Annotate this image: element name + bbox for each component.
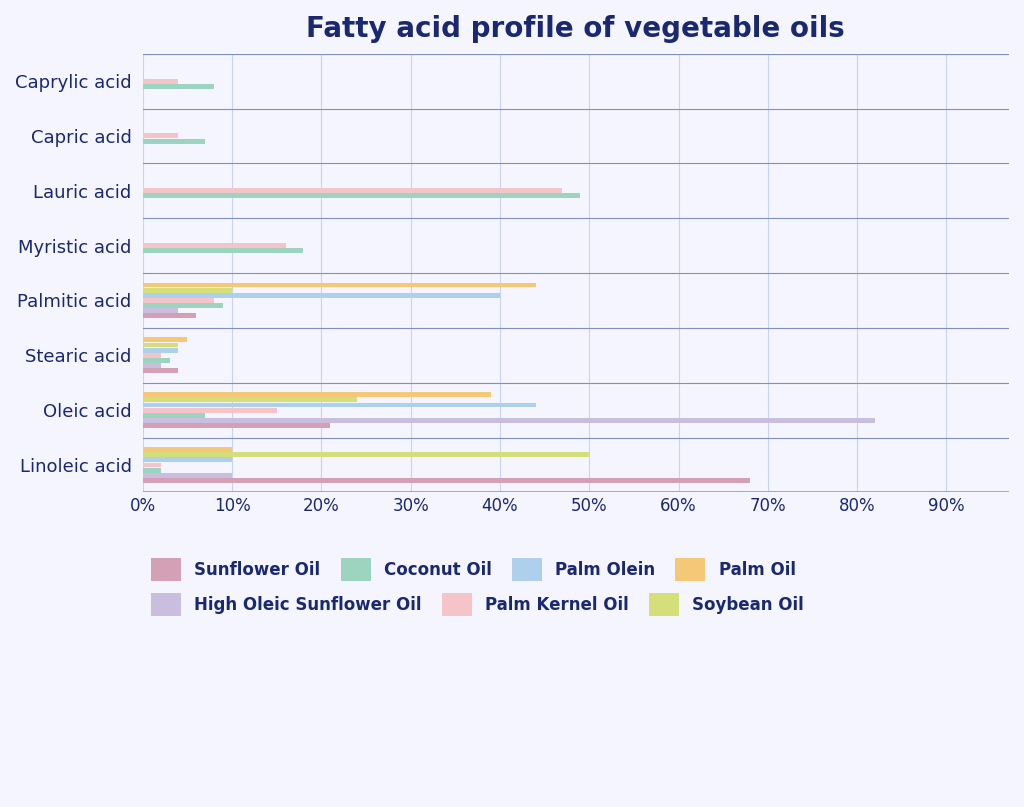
Bar bbox=[142, 303, 223, 308]
Bar bbox=[142, 403, 536, 408]
Bar bbox=[142, 133, 178, 138]
Bar bbox=[142, 188, 562, 193]
Bar bbox=[142, 308, 178, 313]
Bar bbox=[142, 392, 492, 397]
Bar bbox=[142, 468, 161, 473]
Bar bbox=[142, 342, 178, 348]
Bar bbox=[142, 413, 205, 418]
Bar bbox=[142, 249, 303, 253]
Bar bbox=[142, 423, 331, 428]
Bar bbox=[142, 397, 357, 403]
Bar bbox=[142, 194, 581, 199]
Bar bbox=[142, 287, 232, 293]
Bar bbox=[142, 478, 750, 483]
Bar bbox=[142, 418, 876, 423]
Bar bbox=[142, 282, 536, 287]
Bar bbox=[142, 408, 276, 412]
Title: Fatty acid profile of vegetable oils: Fatty acid profile of vegetable oils bbox=[306, 15, 845, 43]
Bar bbox=[142, 337, 187, 342]
Bar bbox=[142, 353, 161, 358]
Bar bbox=[142, 78, 178, 84]
Bar bbox=[142, 363, 161, 368]
Bar bbox=[142, 473, 232, 478]
Bar bbox=[142, 462, 161, 467]
Bar bbox=[142, 243, 286, 248]
Bar bbox=[142, 84, 214, 89]
Legend: High Oleic Sunflower Oil, Palm Kernel Oil, Soybean Oil: High Oleic Sunflower Oil, Palm Kernel Oi… bbox=[152, 593, 804, 617]
Bar bbox=[142, 358, 170, 363]
Bar bbox=[142, 447, 232, 452]
Bar bbox=[142, 298, 214, 303]
Bar bbox=[142, 293, 500, 298]
Bar bbox=[142, 139, 205, 144]
Bar bbox=[142, 313, 197, 319]
Bar bbox=[142, 368, 178, 373]
Bar bbox=[142, 458, 232, 462]
Bar bbox=[142, 452, 589, 457]
Bar bbox=[142, 348, 178, 353]
